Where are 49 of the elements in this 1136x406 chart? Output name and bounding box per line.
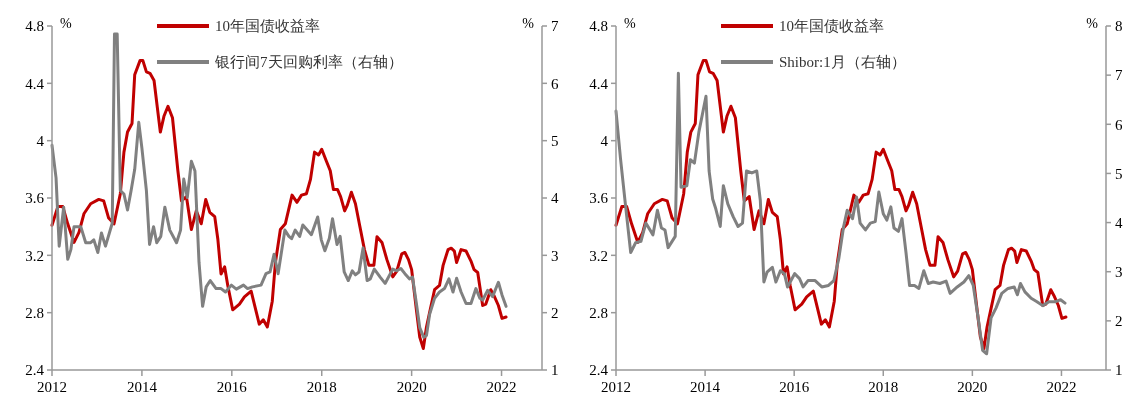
y-axis-title: % — [60, 16, 72, 31]
y-tick-label: 2.8 — [25, 304, 44, 321]
x-tick-label: 2016 — [779, 379, 810, 395]
y2-tick-label: 2 — [1115, 313, 1123, 330]
x-tick-label: 2018 — [306, 379, 337, 395]
y2-tick-label: 2 — [551, 304, 559, 321]
x-tick-label: 2022 — [1046, 379, 1077, 395]
y2-tick-label: 1 — [551, 362, 559, 379]
y-tick-label: 3.6 — [25, 190, 45, 207]
x-tick-label: 2012 — [601, 379, 631, 395]
y2-tick-label: 5 — [551, 132, 559, 149]
y-tick-label: 3.2 — [25, 247, 44, 264]
y-axis-title: % — [624, 16, 636, 31]
y-tick-label: 4 — [36, 132, 45, 149]
y-tick-label: 3.6 — [589, 190, 609, 207]
y2-tick-label: 7 — [551, 18, 559, 35]
y-tick-label: 4.8 — [589, 18, 608, 35]
y2-axis-title: % — [1086, 16, 1099, 31]
y-tick-label: 4.4 — [589, 75, 609, 92]
x-tick-label: 2018 — [868, 379, 899, 395]
y-tick-label: 2.4 — [589, 362, 609, 379]
legend-label: 10年国债收益率 — [215, 18, 320, 35]
y-tick-label: 4 — [600, 132, 609, 149]
y2-tick-label: 7 — [1115, 67, 1123, 84]
x-tick-label: 2020 — [957, 379, 988, 395]
y2-tick-label: 6 — [551, 75, 559, 92]
x-tick-label: 2014 — [690, 379, 721, 395]
y-tick-label: 2.4 — [25, 362, 45, 379]
y2-tick-label: 3 — [551, 247, 559, 264]
legend-label: 10年国债收益率 — [779, 18, 884, 35]
x-tick-label: 2014 — [126, 379, 158, 395]
legend-label: 银行间7天回购利率（右轴） — [214, 54, 403, 71]
x-tick-label: 2020 — [396, 379, 427, 395]
y-tick-label: 3.2 — [589, 247, 608, 264]
y2-axis-title: % — [522, 16, 535, 31]
y2-tick-label: 4 — [551, 190, 559, 207]
y-tick-label: 4.4 — [25, 75, 45, 92]
y2-tick-label: 1 — [1115, 362, 1123, 379]
y2-tick-label: 8 — [1115, 18, 1123, 35]
y-tick-label: 2.8 — [589, 304, 608, 321]
x-tick-label: 2012 — [37, 379, 67, 395]
x-tick-label: 2016 — [216, 379, 248, 395]
y2-tick-label: 6 — [1115, 116, 1123, 133]
legend-label: Shibor:1月（右轴） — [779, 54, 906, 71]
y2-tick-label: 3 — [1115, 263, 1123, 280]
y-tick-label: 4.8 — [25, 18, 44, 35]
y2-tick-label: 5 — [1115, 165, 1123, 182]
y2-tick-label: 4 — [1115, 214, 1123, 231]
x-tick-label: 2022 — [486, 379, 517, 395]
